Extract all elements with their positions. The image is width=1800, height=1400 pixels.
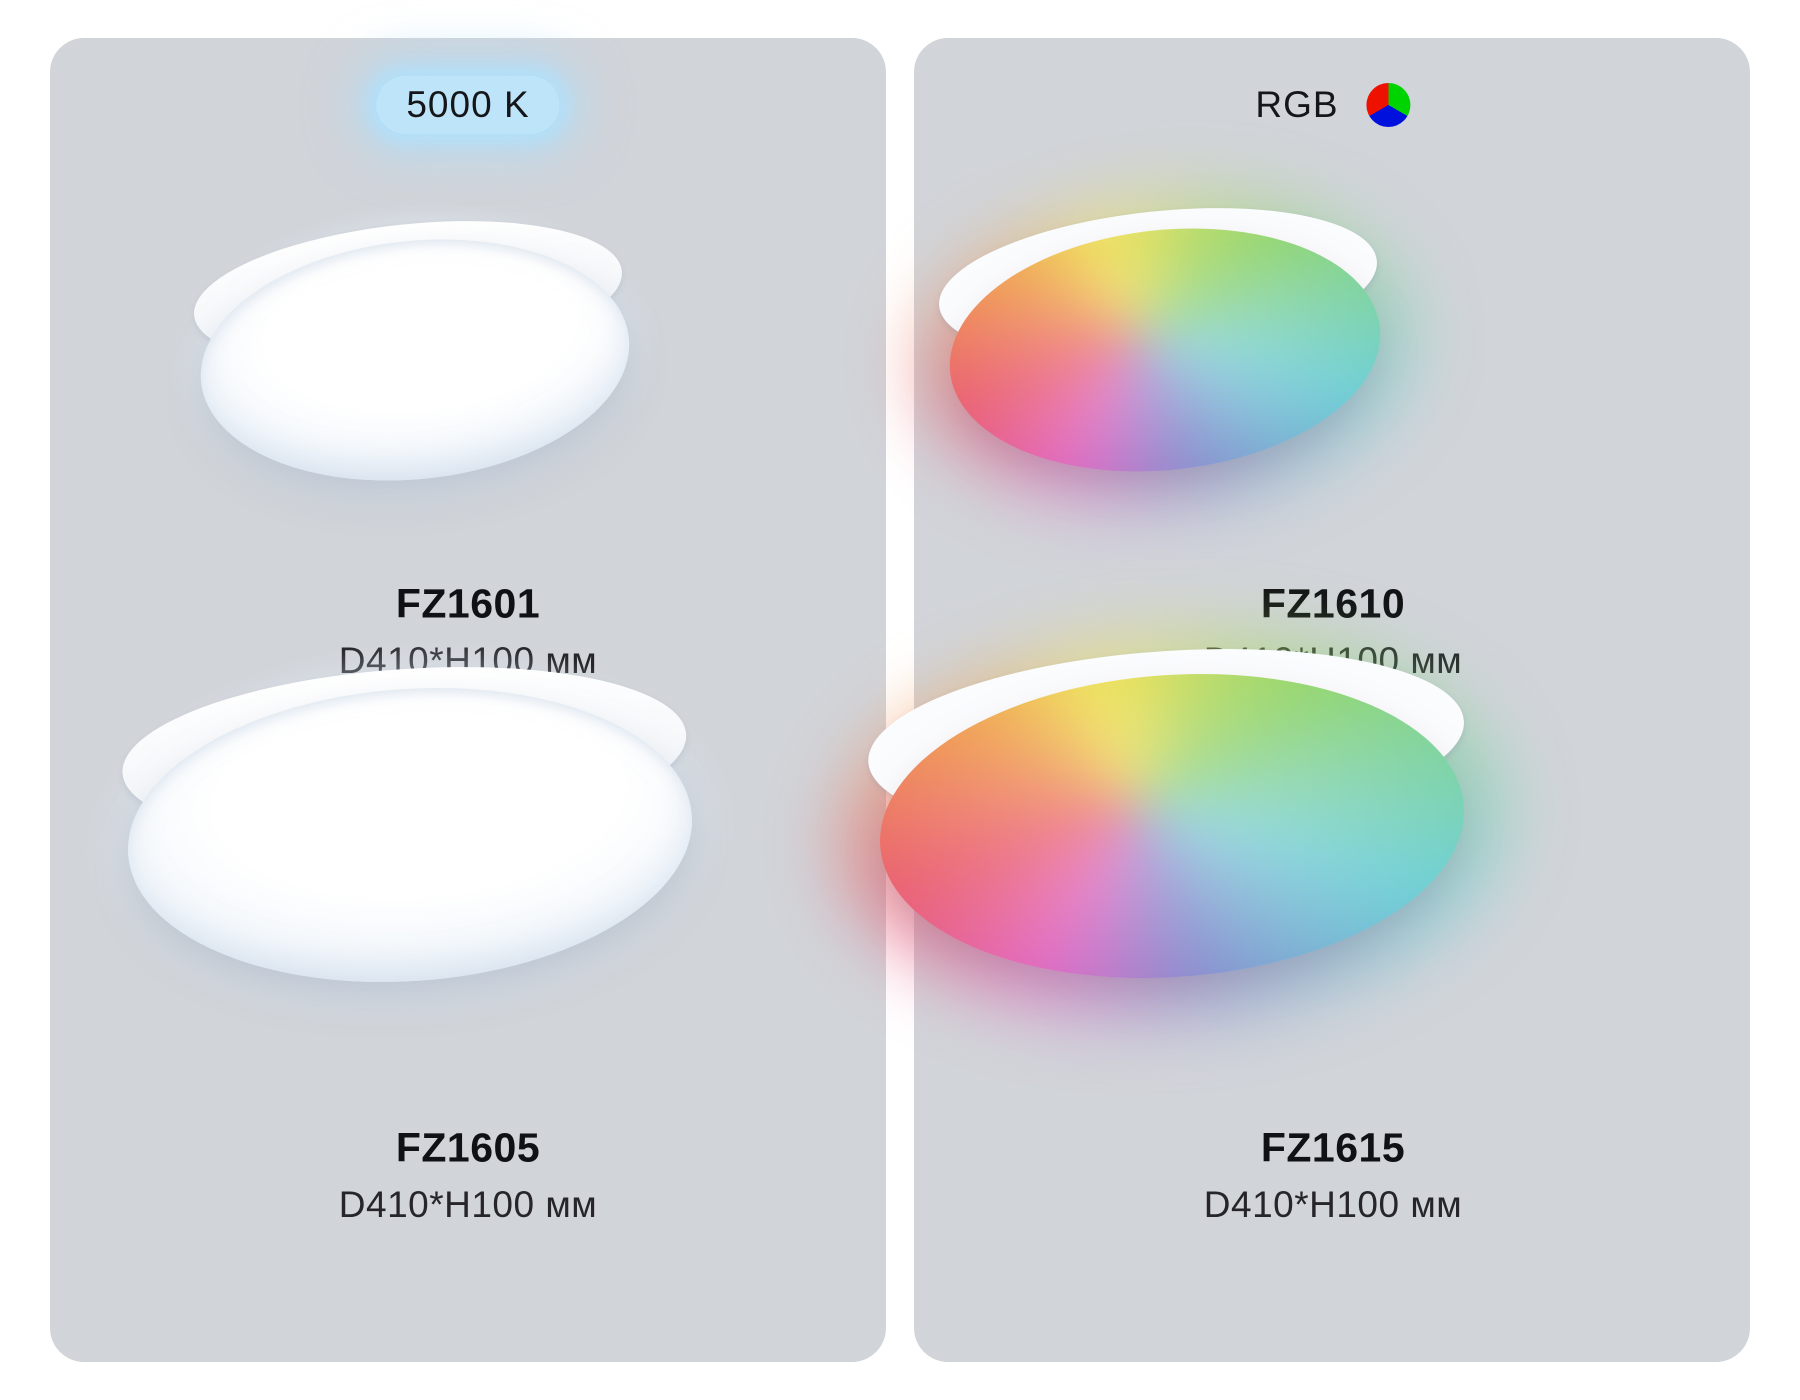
panel-5000k: 5000 K FZ1601 D410*H100 мм FZ1605 D410*H… (50, 38, 886, 1362)
product-model: FZ1610 (1260, 580, 1406, 627)
lamp-rgb-gradient (869, 654, 1475, 998)
lamp-image-fz1605 (69, 619, 751, 1051)
product-model: FZ1615 (1260, 1124, 1406, 1171)
product-dimensions: D410*H100 мм (1203, 1184, 1463, 1225)
lamp-dome (869, 654, 1475, 998)
lamp-image-fz1610 (904, 173, 1426, 527)
lamp-image-fz1615 (826, 612, 1518, 1040)
product-model: FZ1601 (395, 580, 541, 627)
product-model: FZ1605 (395, 1124, 541, 1171)
product-dimensions: D410*H100 мм (338, 1184, 598, 1225)
panel-rgb: RGB FZ1610 D410*H100 мм FZ1615 D410*H100… (826, 38, 1750, 1362)
rgb-color-wheel-icon (1366, 83, 1411, 127)
rgb-label: RGB (1255, 84, 1339, 125)
lamp-rgb-gradient (937, 208, 1393, 492)
color-temperature-badge: 5000 K (376, 76, 560, 134)
lamp-dome (937, 208, 1393, 492)
rgb-header: RGB (1255, 83, 1411, 127)
lamp-image-fz1601 (150, 177, 680, 543)
